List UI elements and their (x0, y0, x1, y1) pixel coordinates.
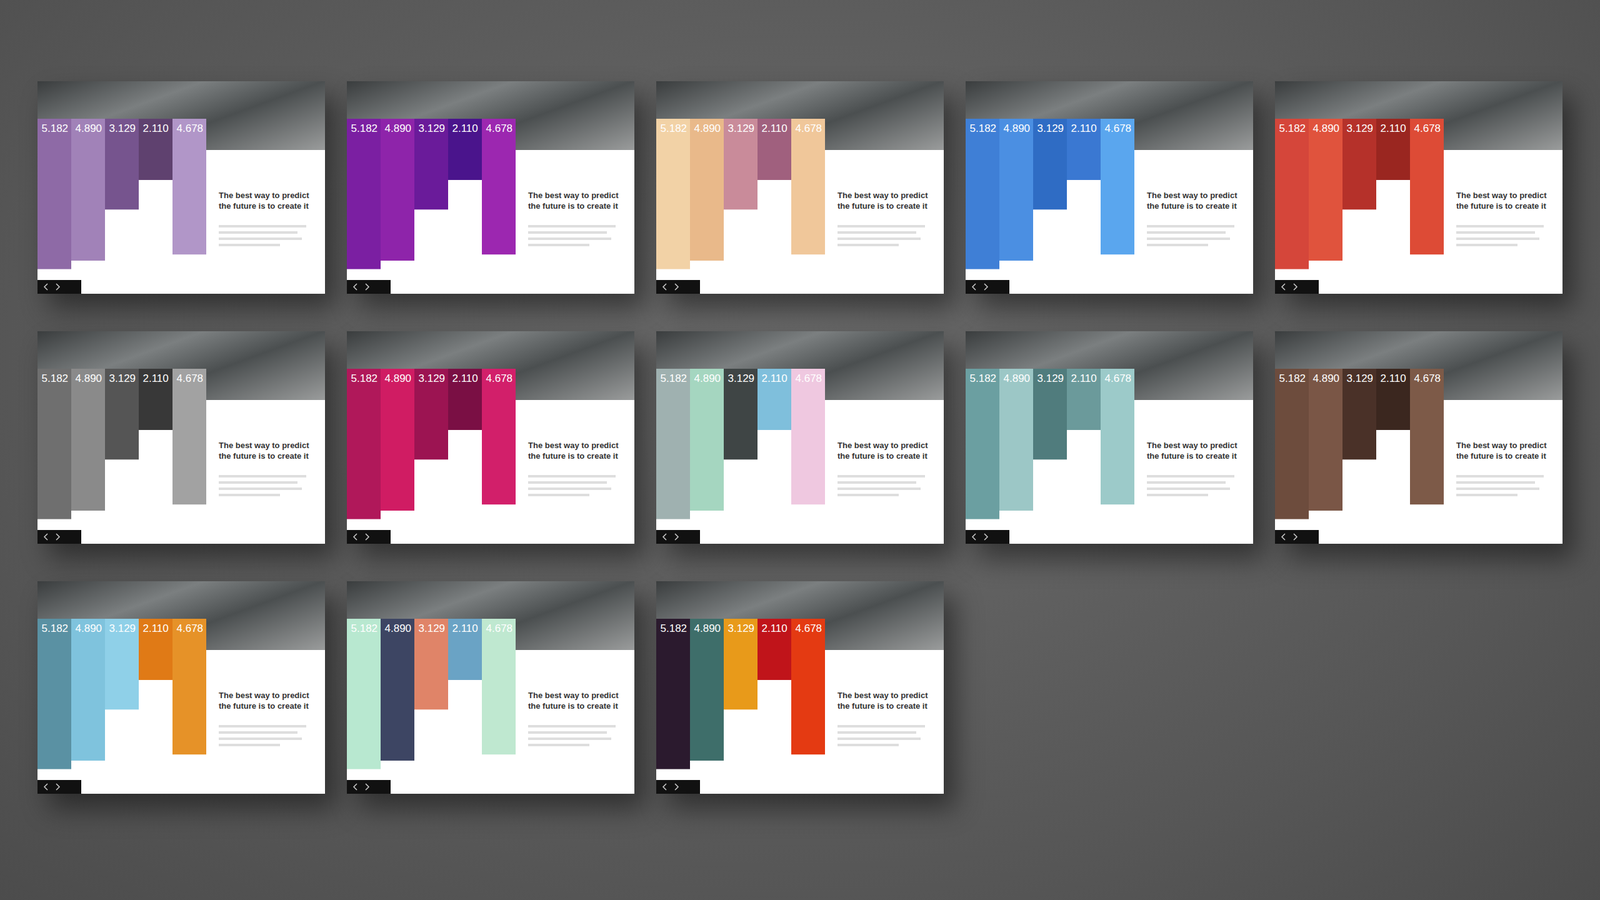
svg-text:2.110: 2.110 (452, 372, 479, 385)
svg-text:4.678: 4.678 (486, 122, 514, 135)
svg-text:5.182: 5.182 (351, 122, 379, 135)
svg-text:4.678: 4.678 (795, 122, 823, 135)
svg-text:4.890: 4.890 (694, 622, 722, 635)
svg-text:2.110: 2.110 (143, 372, 169, 385)
svg-text:5.182: 5.182 (41, 372, 69, 385)
svg-text:2.110: 2.110 (143, 122, 169, 135)
html-text:The best way to predict the fu: The best way to predict the future is to… (837, 190, 928, 211)
html-text:The best way to predict the fu: The best way to predict the future is to… (528, 190, 619, 211)
svg-text:3.129: 3.129 (418, 122, 446, 135)
svg-text:2.110: 2.110 (761, 122, 788, 135)
svg-text:3.129: 3.129 (728, 372, 755, 385)
svg-text:4.890: 4.890 (694, 372, 722, 385)
svg-text:4.678: 4.678 (1105, 372, 1132, 385)
html-text:The best way to predict the fu: The best way to predict the future is to… (218, 190, 310, 211)
svg-text:4.678: 4.678 (176, 372, 204, 385)
svg-text:3.129: 3.129 (728, 122, 755, 135)
svg-text:4.890: 4.890 (1003, 122, 1031, 135)
svg-text:2.110: 2.110 (143, 622, 169, 635)
svg-text:5.182: 5.182 (1279, 122, 1307, 135)
svg-text:4.890: 4.890 (385, 372, 412, 385)
svg-text:4.890: 4.890 (75, 622, 103, 635)
svg-text:2.110: 2.110 (1380, 122, 1407, 135)
svg-text:4.890: 4.890 (1313, 122, 1340, 135)
svg-text:4.678: 4.678 (1105, 122, 1132, 135)
svg-text:4.890: 4.890 (694, 122, 722, 135)
svg-text:3.129: 3.129 (1346, 122, 1374, 135)
html-text:The best way to predict the fu: The best way to predict the future is to… (528, 690, 619, 711)
html-text:The best way to predict the fu: The best way to predict the future is to… (1146, 440, 1238, 461)
svg-text:4.678: 4.678 (795, 372, 823, 385)
svg-text:5.182: 5.182 (970, 122, 997, 135)
svg-text:3.129: 3.129 (728, 622, 755, 635)
html-text:The best way to predict the fu: The best way to predict the future is to… (218, 690, 310, 711)
html-text:The best way to predict the fu: The best way to predict the future is to… (218, 440, 310, 461)
svg-text:5.182: 5.182 (351, 372, 379, 385)
svg-text:3.129: 3.129 (109, 122, 137, 135)
svg-text:3.129: 3.129 (1037, 122, 1065, 135)
svg-text:4.890: 4.890 (1313, 372, 1340, 385)
svg-text:2.110: 2.110 (452, 622, 479, 635)
svg-text:4.890: 4.890 (75, 372, 103, 385)
html-text:The best way to predict the fu: The best way to predict the future is to… (1146, 190, 1238, 211)
svg-text:5.182: 5.182 (660, 622, 688, 635)
html-text:The best way to predict the fu: The best way to predict the future is to… (837, 440, 928, 461)
svg-text:5.182: 5.182 (660, 122, 688, 135)
svg-text:5.182: 5.182 (660, 372, 688, 385)
svg-text:3.129: 3.129 (1346, 372, 1374, 385)
html-text:The best way to predict the fu: The best way to predict the future is to… (837, 690, 928, 711)
html-text:The best way to predict the fu: The best way to predict the future is to… (1456, 440, 1547, 461)
svg-text:5.182: 5.182 (41, 122, 69, 135)
svg-text:5.182: 5.182 (41, 622, 69, 635)
svg-text:4.678: 4.678 (1414, 122, 1442, 135)
svg-text:4.678: 4.678 (486, 372, 514, 385)
svg-text:4.678: 4.678 (1414, 372, 1442, 385)
svg-text:4.678: 4.678 (486, 622, 514, 635)
svg-text:3.129: 3.129 (109, 622, 137, 635)
svg-text:2.110: 2.110 (1380, 372, 1407, 385)
svg-text:4.678: 4.678 (795, 622, 823, 635)
svg-text:4.890: 4.890 (1003, 372, 1031, 385)
svg-text:4.678: 4.678 (176, 122, 204, 135)
svg-text:3.129: 3.129 (418, 372, 446, 385)
svg-text:4.890: 4.890 (385, 622, 412, 635)
svg-text:3.129: 3.129 (109, 372, 137, 385)
html-text:The best way to predict the fu: The best way to predict the future is to… (528, 440, 619, 461)
svg-text:2.110: 2.110 (761, 622, 788, 635)
svg-text:2.110: 2.110 (452, 122, 479, 135)
svg-text:5.182: 5.182 (1279, 372, 1307, 385)
html-text:The best way to predict the fu: The best way to predict the future is to… (1456, 190, 1547, 211)
svg-text:3.129: 3.129 (1037, 372, 1065, 385)
svg-text:4.890: 4.890 (75, 122, 103, 135)
svg-text:2.110: 2.110 (1071, 372, 1097, 385)
svg-text:5.182: 5.182 (970, 372, 997, 385)
svg-text:2.110: 2.110 (761, 372, 788, 385)
svg-text:5.182: 5.182 (351, 622, 379, 635)
svg-text:2.110: 2.110 (1071, 122, 1097, 135)
svg-text:4.890: 4.890 (385, 122, 412, 135)
svg-text:4.678: 4.678 (176, 622, 204, 635)
svg-text:3.129: 3.129 (418, 622, 446, 635)
